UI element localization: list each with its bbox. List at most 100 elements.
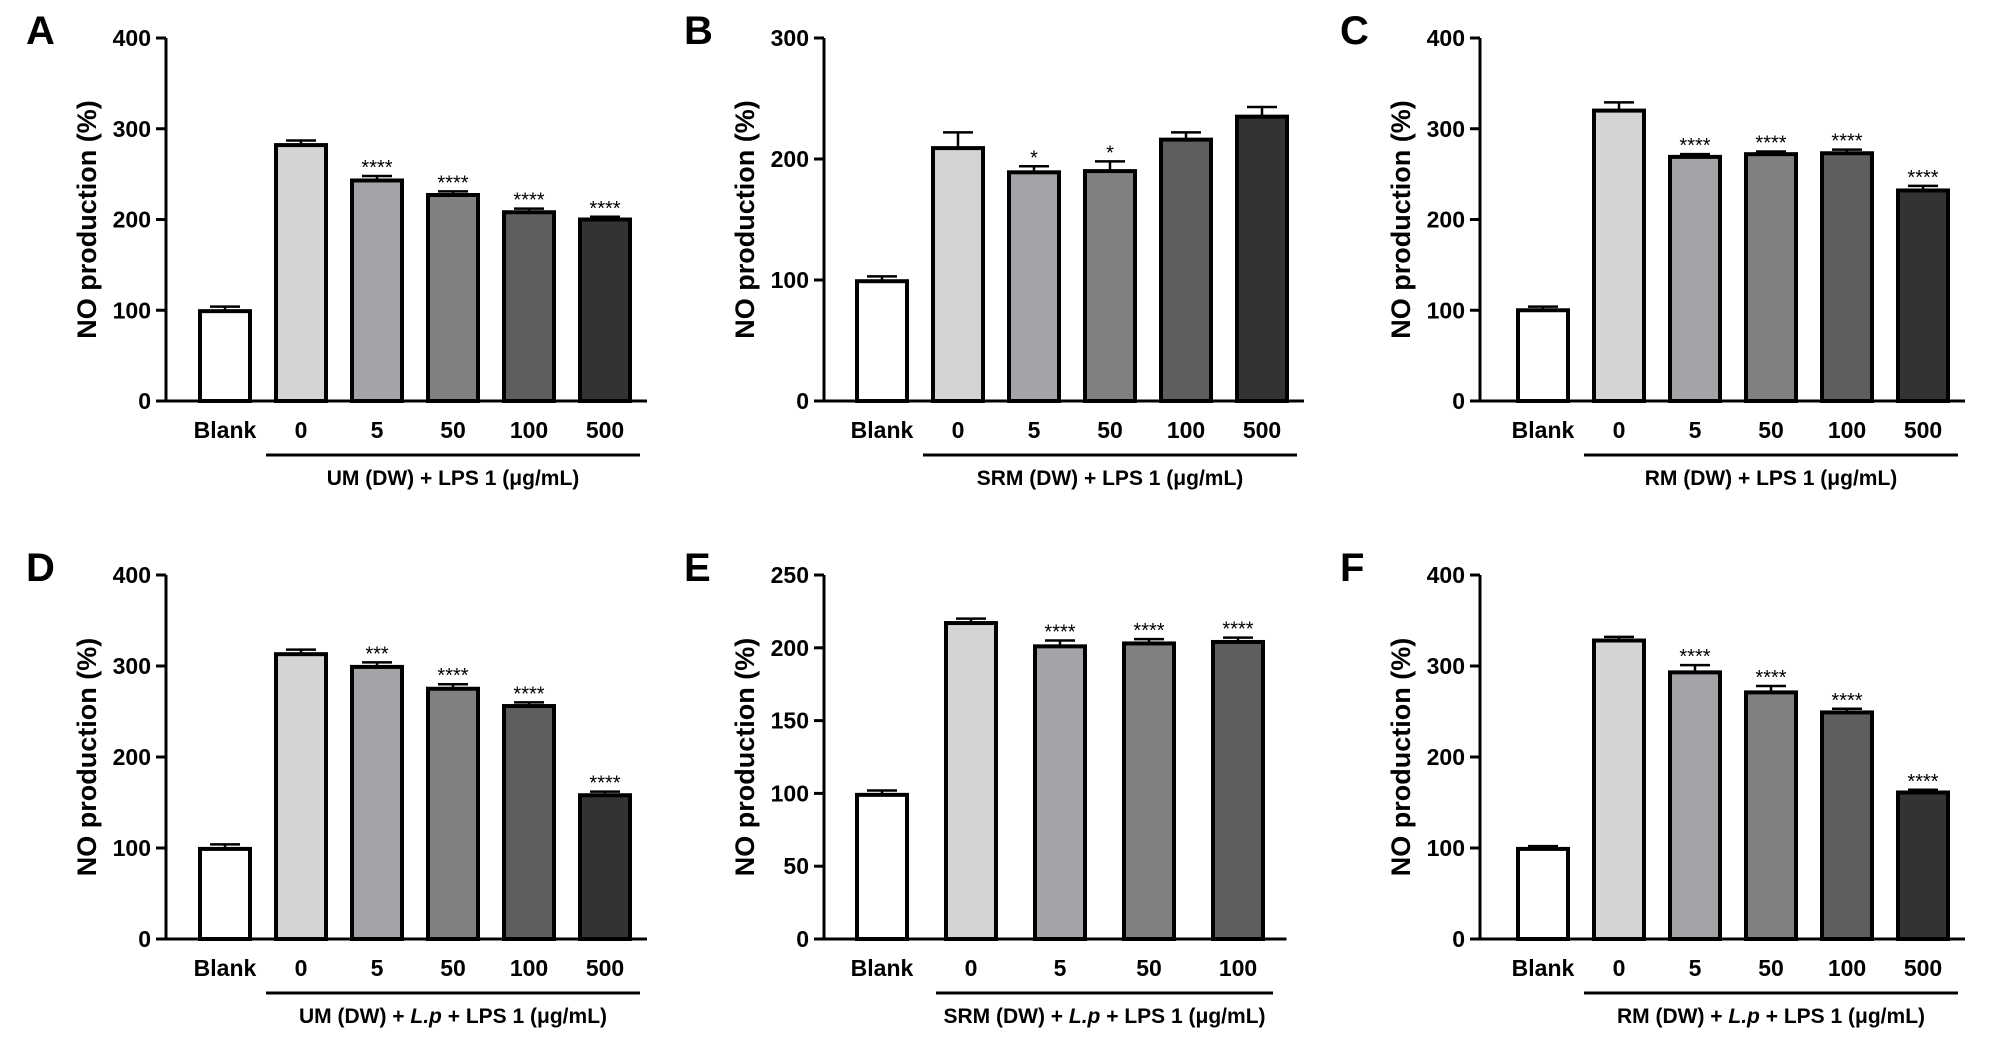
significance-marker: *** bbox=[365, 643, 389, 665]
x-tick-label: 5 bbox=[1054, 955, 1067, 981]
y-tick-label: 0 bbox=[138, 388, 151, 414]
x-tick-label: 50 bbox=[440, 417, 466, 443]
y-tick-label: 0 bbox=[1452, 926, 1465, 952]
significance-marker: **** bbox=[589, 198, 620, 220]
group-label-italic: L.p bbox=[1069, 1005, 1101, 1028]
y-axis-label: NO production (%) bbox=[1386, 638, 1416, 876]
panel-d: D NO production (%) 0 100 200 300 400 Blank 0 ***… bbox=[26, 546, 647, 1028]
group-label: SRM (DW) + LPS 1 (μg/mL) bbox=[977, 467, 1244, 490]
y-tick-label: 300 bbox=[771, 25, 809, 51]
group-label: RM (DW) + LPS 1 (μg/mL) bbox=[1645, 467, 1898, 490]
panel-b: B NO production (%) 0 100 200 300 Blank 0 * 5 * 50 1… bbox=[684, 9, 1304, 490]
x-tick-label: 100 bbox=[1828, 417, 1866, 443]
bar-5 bbox=[350, 178, 404, 403]
group-label-italic: L.p bbox=[410, 1005, 442, 1028]
significance-marker: **** bbox=[1679, 135, 1710, 157]
significance-marker: **** bbox=[1133, 620, 1164, 642]
significance-marker: **** bbox=[589, 773, 620, 795]
bar-5 bbox=[1033, 644, 1087, 941]
bar-blank bbox=[855, 792, 909, 942]
x-tick-label: 5 bbox=[371, 955, 384, 981]
y-tick-label: 200 bbox=[771, 635, 809, 661]
significance-marker: **** bbox=[437, 665, 468, 687]
x-tick-label: 0 bbox=[295, 955, 308, 981]
significance-marker: **** bbox=[1222, 619, 1253, 641]
group-label-part: SRM (DW) + bbox=[943, 1005, 1068, 1028]
x-tick-label: 50 bbox=[1136, 955, 1162, 981]
bar-0 bbox=[274, 143, 328, 403]
x-tick-label: 50 bbox=[1758, 955, 1784, 981]
group-label-part: + LPS 1 (μg/mL) bbox=[442, 1005, 607, 1028]
y-tick-label: 400 bbox=[1427, 562, 1465, 588]
significance-marker: **** bbox=[1907, 167, 1938, 189]
group-label: RM (DW) + L.p + LPS 1 (μg/mL) bbox=[1617, 1005, 1925, 1028]
y-tick-label: 150 bbox=[771, 708, 809, 734]
y-tick-label: 100 bbox=[771, 780, 809, 806]
y-tick-label: 0 bbox=[1452, 388, 1465, 414]
bar-5 bbox=[1668, 670, 1722, 941]
significance-marker: **** bbox=[1679, 646, 1710, 668]
group-label-part: + LPS 1 (μg/mL) bbox=[1760, 1005, 1925, 1028]
bar-0 bbox=[274, 652, 328, 941]
x-tick-label: Blank bbox=[851, 417, 914, 443]
bar-50 bbox=[1744, 690, 1798, 942]
bar-100 bbox=[1159, 137, 1213, 403]
y-tick-label: 100 bbox=[1427, 297, 1465, 323]
bar-5 bbox=[1668, 154, 1722, 403]
y-tick-label: 250 bbox=[771, 562, 809, 588]
significance-marker: **** bbox=[437, 172, 468, 194]
x-tick-label: 100 bbox=[510, 417, 548, 443]
y-tick-label: 400 bbox=[113, 25, 151, 51]
y-axis-label: NO production (%) bbox=[72, 100, 102, 338]
significance-marker: **** bbox=[1755, 132, 1786, 154]
group-label: UM (DW) + L.p + LPS 1 (μg/mL) bbox=[299, 1005, 607, 1028]
bar-100 bbox=[1211, 639, 1265, 941]
significance-marker: **** bbox=[1044, 622, 1075, 644]
group-label-part: UM (DW) + bbox=[299, 1005, 410, 1028]
bar-5 bbox=[350, 664, 404, 941]
y-tick-label: 0 bbox=[796, 388, 809, 414]
x-tick-label: 5 bbox=[1028, 417, 1041, 443]
panel-e: E NO production (%) 0 50 100 150 200 250 Blank 0 *… bbox=[684, 546, 1287, 1028]
bar-500 bbox=[578, 793, 632, 941]
y-tick-label: 200 bbox=[113, 207, 151, 233]
y-tick-label: 100 bbox=[113, 297, 151, 323]
bar-100 bbox=[1820, 151, 1874, 403]
x-tick-label: 500 bbox=[586, 955, 624, 981]
significance-marker: * bbox=[1030, 147, 1038, 169]
bar-50 bbox=[1122, 641, 1176, 941]
y-tick-label: 300 bbox=[1427, 116, 1465, 142]
x-tick-label: 0 bbox=[952, 417, 965, 443]
significance-marker: **** bbox=[513, 190, 544, 212]
bar-blank bbox=[1516, 308, 1570, 403]
significance-marker: **** bbox=[1755, 667, 1786, 689]
bar-50 bbox=[1744, 152, 1798, 403]
bar-0 bbox=[944, 621, 998, 941]
panel-a: A NO production (%) 0 100 200 300 400 Blank 0 ***… bbox=[26, 9, 647, 490]
bar-5 bbox=[1007, 170, 1061, 403]
significance-marker: * bbox=[1106, 142, 1114, 164]
bar-blank bbox=[198, 846, 252, 941]
panel-letter: F bbox=[1340, 546, 1364, 590]
y-tick-label: 200 bbox=[1427, 744, 1465, 770]
x-tick-label: 100 bbox=[510, 955, 548, 981]
x-tick-label: 0 bbox=[1613, 417, 1626, 443]
bar-blank bbox=[1516, 846, 1570, 941]
x-tick-label: 500 bbox=[1904, 955, 1942, 981]
bar-500 bbox=[1235, 114, 1289, 404]
panel-c: C NO production (%) 0 100 200 300 400 Blank 0 ***… bbox=[1340, 9, 1965, 490]
group-label: UM (DW) + LPS 1 (μg/mL) bbox=[327, 467, 580, 490]
y-tick-label: 300 bbox=[113, 116, 151, 142]
x-tick-label: 50 bbox=[1097, 417, 1123, 443]
y-tick-label: 0 bbox=[138, 926, 151, 952]
bar-0 bbox=[931, 146, 985, 403]
significance-marker: **** bbox=[1831, 690, 1862, 712]
x-tick-label: 50 bbox=[1758, 417, 1784, 443]
y-axis-label: NO production (%) bbox=[72, 638, 102, 876]
x-tick-label: 5 bbox=[371, 417, 384, 443]
bar-100 bbox=[1820, 710, 1874, 941]
bar-50 bbox=[1083, 169, 1137, 403]
x-tick-label: 5 bbox=[1689, 417, 1702, 443]
x-tick-label: 5 bbox=[1689, 955, 1702, 981]
x-tick-label: Blank bbox=[194, 955, 257, 981]
